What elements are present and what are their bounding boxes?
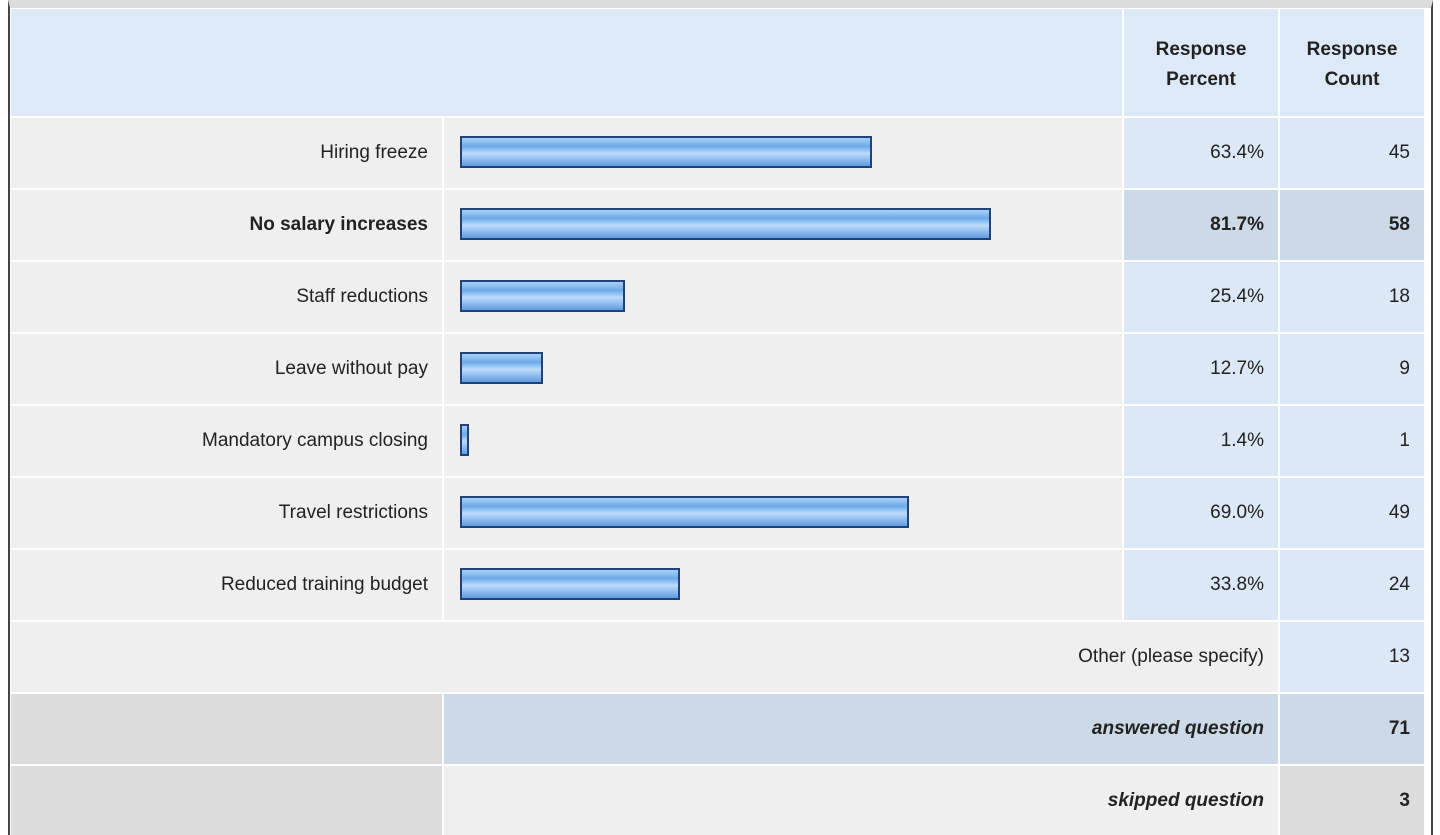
bar xyxy=(460,568,680,600)
answered-blank xyxy=(11,694,442,764)
percent: 69.0% xyxy=(1124,478,1278,548)
bar xyxy=(460,424,470,456)
answer-label: Reduced training budget xyxy=(11,550,442,620)
header: Response Count xyxy=(1280,9,1424,116)
percent: 63.4% xyxy=(1124,118,1278,188)
percent: 1.4% xyxy=(1124,406,1278,476)
bar xyxy=(460,280,626,312)
count: 18 xyxy=(1280,262,1424,332)
count: 45 xyxy=(1280,118,1424,188)
count: 24 xyxy=(1280,550,1424,620)
skipped-label: skipped question xyxy=(444,766,1278,835)
results-table: Response Percent Response Count Hiring fre… xyxy=(8,0,1433,835)
answer-label: No salary increases xyxy=(11,190,442,260)
percent: 12.7% xyxy=(1124,334,1278,404)
bar-cell xyxy=(444,406,1122,476)
count: 58 xyxy=(1280,190,1424,260)
bar xyxy=(460,496,909,528)
answer-label: Hiring freeze xyxy=(11,118,442,188)
percent: 25.4% xyxy=(1124,262,1278,332)
skipped-blank xyxy=(11,766,442,835)
answer-label: Leave without pay xyxy=(11,334,442,404)
percent: 33.8% xyxy=(1124,550,1278,620)
bar-cell xyxy=(444,334,1122,404)
count: 9 xyxy=(1280,334,1424,404)
answer-label: Travel restrictions xyxy=(11,478,442,548)
answered-label: answered question xyxy=(444,694,1278,764)
bar xyxy=(460,208,992,240)
count: 49 xyxy=(1280,478,1424,548)
other-label: Other (please specify) xyxy=(11,622,1278,692)
count: 1 xyxy=(1280,406,1424,476)
percent: 81.7% xyxy=(1124,190,1278,260)
skipped-count: 3 xyxy=(1280,766,1424,835)
header-blank xyxy=(11,9,1122,116)
answer-label: Mandatory campus closing xyxy=(11,406,442,476)
bar xyxy=(460,136,873,168)
bar xyxy=(460,352,543,384)
other-count: 13 xyxy=(1280,622,1424,692)
answered-count: 71 xyxy=(1280,694,1424,764)
header: Response Percent xyxy=(1124,9,1278,116)
answer-label: Staff reductions xyxy=(11,262,442,332)
